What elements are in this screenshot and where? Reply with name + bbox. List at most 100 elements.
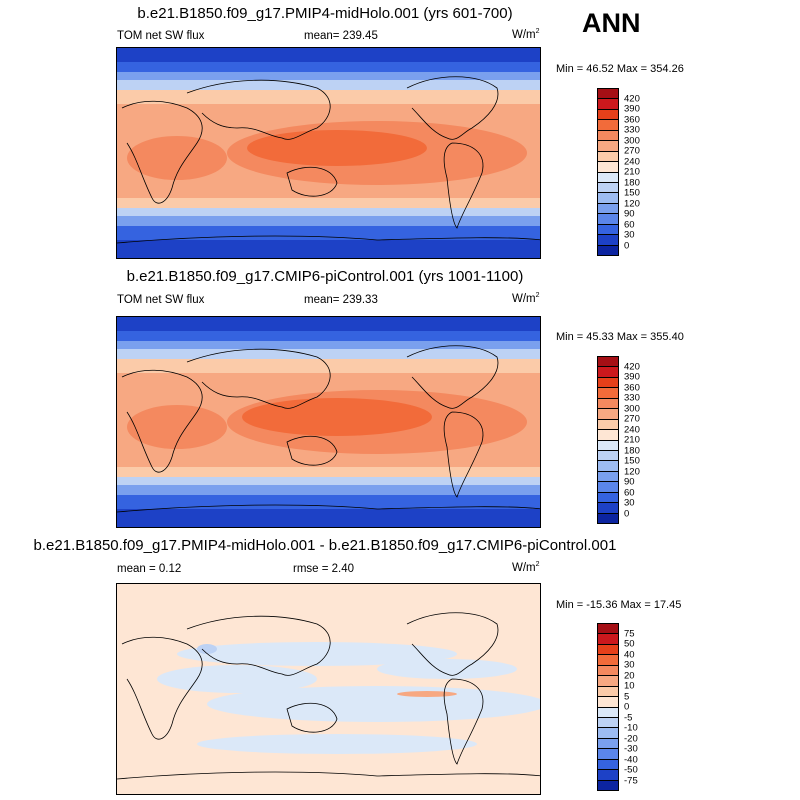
panel2-mean: mean= 239.33: [304, 294, 378, 306]
colorbar-tick-label: 0: [624, 508, 630, 519]
colorbar-swatch: [598, 450, 618, 462]
colorbar-tick-label: -10: [624, 722, 638, 734]
colorbar-swatch: [598, 697, 618, 708]
panel1-field: [117, 48, 540, 258]
colorbar-swatch: [598, 409, 618, 420]
panel3-title: b.e21.B1850.f09_g17.PMIP4-midHolo.001 - …: [33, 537, 617, 554]
panel3-map: [116, 583, 541, 795]
colorbar-swatch: [598, 151, 618, 163]
colorbar-tick-label: -5: [624, 712, 633, 723]
colorbar-tick-label: 150: [624, 455, 640, 467]
colorbar-tick-label: 240: [624, 156, 640, 167]
panel1-variable: TOM net SW flux: [117, 30, 205, 42]
colorbar-tick-label: 50: [624, 638, 635, 650]
panel1-mean: mean= 239.45: [304, 30, 378, 42]
colorbar-swatch: [598, 461, 618, 472]
colorbar-tick-label: 420: [624, 361, 640, 372]
colorbar-tick-label: 5: [624, 691, 630, 702]
panel1-units: W/m2: [512, 28, 540, 41]
colorbar-swatch: [598, 99, 618, 110]
colorbar-swatch: [598, 440, 618, 451]
season-label: ANN: [582, 8, 641, 38]
colorbar-tick-label: 0: [624, 240, 630, 251]
colorbar-swatch: [598, 398, 618, 410]
colorbar-tick-label: 90: [624, 208, 635, 220]
colorbar-tick-label: 210: [624, 434, 640, 446]
colorbar-swatch: [598, 780, 618, 790]
colorbar-tick-label: 40: [624, 649, 635, 660]
colorbar-swatch: [598, 419, 618, 431]
colorbar-swatch: [598, 245, 618, 255]
colorbar-tick-label: 90: [624, 476, 635, 488]
colorbar-swatch: [598, 707, 618, 718]
colorbar-tick-label: 390: [624, 371, 640, 383]
colorbar-tick-label: 360: [624, 382, 640, 393]
colorbar-swatch: [598, 513, 618, 523]
colorbar-tick-label: 30: [624, 659, 635, 671]
colorbar-swatch: [598, 367, 618, 378]
colorbar-tick-label: 360: [624, 114, 640, 125]
colorbar-swatch: [598, 162, 618, 173]
colorbar-swatch: [598, 182, 618, 194]
colorbar-tick-label: 420: [624, 93, 640, 104]
colorbar-swatch: [598, 109, 618, 121]
colorbar-tick-label: 390: [624, 103, 640, 115]
colorbar-swatch: [598, 717, 618, 729]
colorbar-tick-label: 30: [624, 497, 635, 509]
colorbar-swatch: [598, 624, 618, 635]
panel1-colorbar-ticks: 420 390 360 330 300 270 240 210 180 150 120 90 60 30 0: [624, 88, 664, 256]
colorbar-tick-label: 30: [624, 229, 635, 241]
colorbar-swatch: [598, 655, 618, 666]
colorbar-tick-label: 0: [624, 701, 630, 713]
colorbar-tick-label: 120: [624, 466, 640, 477]
colorbar-swatch: [598, 193, 618, 204]
colorbar-tick-label: 120: [624, 198, 640, 209]
colorbar-tick-label: 180: [624, 445, 640, 456]
colorbar-swatch: [598, 388, 618, 399]
colorbar-swatch: [598, 214, 618, 225]
colorbar-tick-label: 180: [624, 177, 640, 188]
colorbar-swatch: [598, 686, 618, 698]
colorbar-swatch: [598, 492, 618, 504]
colorbar-swatch: [598, 130, 618, 142]
colorbar-swatch: [598, 430, 618, 441]
colorbar-swatch: [598, 471, 618, 483]
colorbar-tick-label: -40: [624, 754, 638, 765]
colorbar-swatch: [598, 770, 618, 781]
colorbar-tick-label: -75: [624, 775, 638, 786]
panel1-colorbar: [597, 88, 619, 256]
panel1-title: b.e21.B1850.f09_g17.PMIP4-midHolo.001 (y…: [137, 5, 513, 22]
panel2-map: [116, 316, 541, 528]
colorbar-swatch: [598, 676, 618, 687]
colorbar-tick-label: 300: [624, 135, 640, 146]
colorbar-tick-label: 240: [624, 424, 640, 435]
colorbar-swatch: [598, 120, 618, 131]
colorbar-swatch: [598, 141, 618, 152]
colorbar-tick-label: -30: [624, 743, 638, 755]
colorbar-swatch: [598, 634, 618, 645]
colorbar-swatch: [598, 738, 618, 750]
colorbar-tick-label: -20: [624, 733, 638, 744]
panel3-rmse: rmse = 2.40: [293, 563, 355, 575]
colorbar-swatch: [598, 644, 618, 656]
colorbar-tick-label: 270: [624, 413, 640, 425]
panel3-colorbar: [597, 623, 619, 791]
panel2-colorbar: [597, 356, 619, 524]
panel2-variable: TOM net SW flux: [117, 294, 205, 306]
colorbar-swatch: [598, 172, 618, 183]
colorbar-swatch: [598, 377, 618, 389]
colorbar-swatch: [598, 749, 618, 760]
colorbar-swatch: [598, 728, 618, 739]
colorbar-tick-label: 330: [624, 124, 640, 136]
colorbar-swatch: [598, 89, 618, 100]
panel2-minmax: Min = 45.33 Max = 355.40: [556, 331, 684, 343]
panel2-colorbar-ticks: 420 390 360 330 300 270 240 210 180 150 120 90 60 30 0: [624, 356, 664, 524]
colorbar-tick-label: 10: [624, 680, 635, 692]
colorbar-tick-label: 270: [624, 145, 640, 157]
colorbar-swatch: [598, 665, 618, 677]
colorbar-swatch: [598, 759, 618, 771]
colorbar-tick-label: 75: [624, 628, 635, 639]
panel2-field: [117, 317, 540, 527]
colorbar-tick-label: 150: [624, 187, 640, 199]
panel2-units: W/m2: [512, 292, 540, 305]
